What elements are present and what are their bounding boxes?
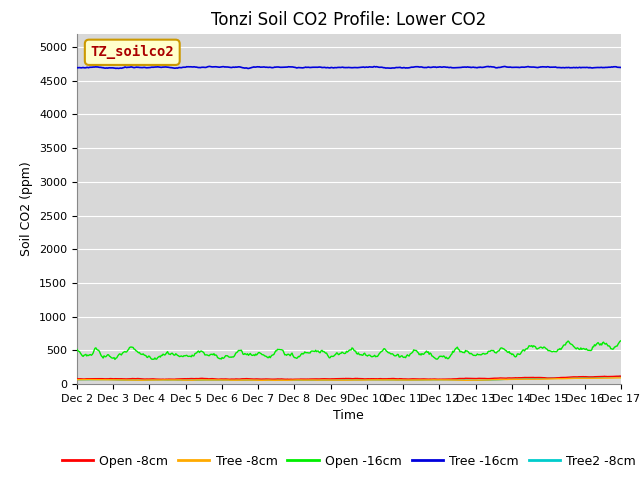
Y-axis label: Soil CO2 (ppm): Soil CO2 (ppm) <box>20 161 33 256</box>
X-axis label: Time: Time <box>333 409 364 422</box>
Legend: Open -8cm, Tree -8cm, Open -16cm, Tree -16cm, Tree2 -8cm: Open -8cm, Tree -8cm, Open -16cm, Tree -… <box>56 450 640 473</box>
Text: TZ_soilco2: TZ_soilco2 <box>90 45 174 60</box>
Title: Tonzi Soil CO2 Profile: Lower CO2: Tonzi Soil CO2 Profile: Lower CO2 <box>211 11 486 29</box>
